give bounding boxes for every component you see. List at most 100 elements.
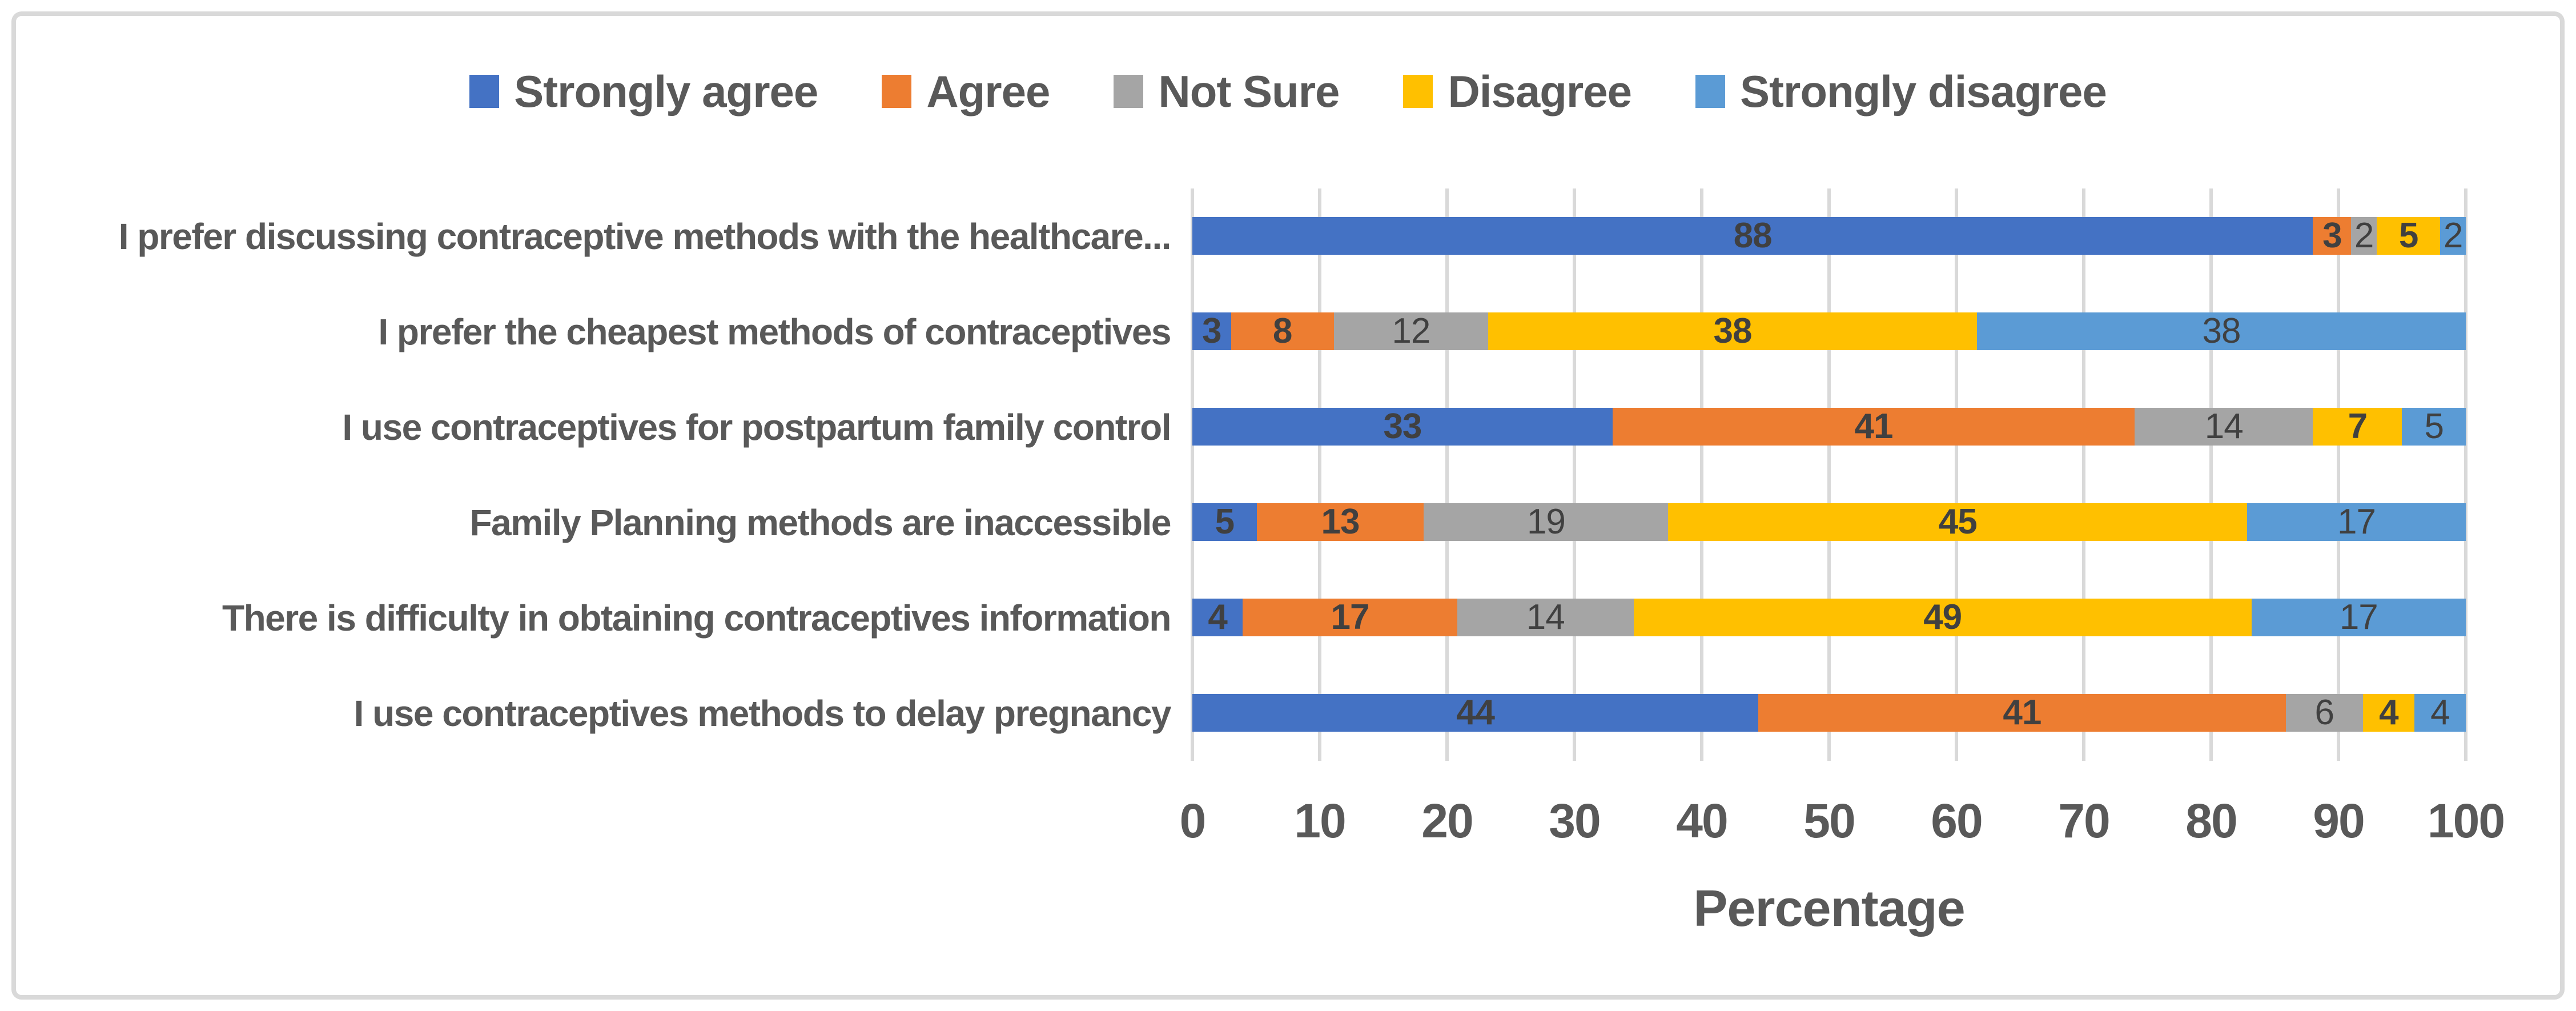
bar-segment: 13 [1256,502,1424,541]
category-label: I prefer discussing contraceptive method… [118,215,1172,257]
legend-item: Strongly agree [469,69,818,114]
bar-value-label: 38 [2202,311,2241,351]
gridline [2337,188,2340,761]
bar-value-label: 49 [1923,597,1962,637]
legend-item: Not Sure [1114,66,1340,117]
bar-segment: 19 [1424,502,1669,541]
bar-row: 33 41 14 7 5 [1192,379,2466,475]
bar-value-label: 12 [1392,311,1430,351]
bar-value-label: 2 [2354,216,2374,255]
x-tick-label: 20 [1421,794,1473,848]
bar-segment: 45 [1668,502,2248,541]
bar-segment: 38 [1977,312,2466,350]
bar-segment: 5 [2402,408,2466,446]
bar-value-label: 3 [1202,311,1221,351]
stacked-bar: 33 41 14 7 5 [1192,408,2466,446]
bar-segment: 14 [2135,408,2313,446]
stacked-bar: 44 41 6 4 4 [1192,694,2466,732]
bar-segment: 44 [1192,693,1759,732]
gridline [1445,188,1449,761]
bar-segment: 4 [2414,694,2466,732]
bar-row: 4 17 14 49 17 [1192,570,2466,665]
bar-value-label: 17 [2337,502,2376,541]
legend-item: Agree [882,69,1050,114]
x-axis-title: Percentage [1693,880,1965,937]
category-label: There is difficulty in obtaining contrac… [222,597,1172,639]
bar-value-label: 4 [2379,693,2398,732]
legend-item: Strongly disagree [1695,69,2107,114]
bar-segment: 8 [1231,312,1334,350]
bar-value-label: 4 [2430,693,2450,732]
bar-row: 88 3 2 5 2 [1192,188,2466,284]
bar-segment: 17 [2247,503,2466,541]
x-tick-label: 70 [2058,794,2110,848]
bar-value-label: 44 [1456,693,1495,732]
gridline [1955,188,1958,761]
bar-value-label: 88 [1733,216,1773,255]
bar-segment: 38 [1488,312,1977,350]
legend-swatch-icon [1695,75,1725,108]
bar-segment: 41 [1758,694,2286,732]
gridline [1573,188,1576,761]
gridline [1318,188,1321,761]
bar-segment: 3 [1192,312,1231,350]
bar-value-label: 6 [2314,693,2334,732]
x-tick-label: 10 [1294,794,1346,848]
category-axis: I prefer discussing contraceptive method… [29,188,1172,761]
gridline [2464,188,2468,761]
bar-segment: 14 [1457,599,1634,636]
bar-value-label: 2 [2443,216,2463,255]
bar-segment: 4 [1192,599,1243,636]
bar-value-label: 8 [1272,311,1292,351]
legend-label: Agree [926,66,1050,117]
bar-segment: 6 [2285,693,2363,732]
bar-value-label: 19 [1526,502,1566,541]
bar-segment: 12 [1333,311,1489,351]
gridline [2209,188,2213,761]
bar-value-label: 14 [2204,407,2244,446]
legend-swatch-icon [1114,75,1144,108]
bar-segment: 33 [1192,408,1613,446]
category-label: I use contraceptives for postpartum fami… [342,406,1171,448]
x-tick-label: 50 [1803,794,1855,848]
bar-segment: 4 [2362,693,2414,732]
gridline [1191,188,1194,761]
bar-segment: 2 [2440,217,2466,255]
stacked-bar: 4 17 14 49 17 [1192,599,2466,636]
bar-segment: 7 [2313,408,2402,446]
bar-row: 3 8 12 38 38 [1192,284,2466,379]
bar-value-label: 7 [2348,407,2368,446]
bar-value-label: 17 [2339,597,2378,637]
x-tick-label: 30 [1549,794,1601,848]
bar-segment: 5 [2376,216,2441,255]
bar-row: 5 13 19 45 17 [1192,475,2466,570]
x-tick-label: 40 [1676,794,1728,848]
bar-value-label: 5 [2398,216,2418,255]
bar-value-label: 5 [2424,407,2444,446]
bar-value-label: 41 [1854,407,1894,446]
bar-segment: 2 [2351,217,2377,255]
bar-value-label: 45 [1938,502,1978,541]
legend-item: Disagree [1403,69,1632,114]
x-tick-label: 0 [1179,794,1207,848]
legend-label: Not Sure [1158,66,1340,117]
bar-value-label: 13 [1321,502,1360,541]
bar-row: 44 41 6 4 4 [1192,665,2466,761]
stacked-bar: 88 3 2 5 2 [1192,217,2466,255]
bar-value-label: 14 [1526,597,1565,637]
bar-value-label: 33 [1383,407,1422,446]
bar-value-label: 5 [1215,502,1235,541]
bar-segment: 88 [1192,217,2313,255]
x-tick-label: 100 [2427,794,2505,848]
bar-value-label: 17 [1331,597,1370,637]
gridline [1827,188,1831,761]
bar-segment: 5 [1192,503,1257,541]
x-tick-label: 90 [2313,794,2365,848]
legend-swatch-icon [1403,75,1433,108]
bar-value-label: 4 [1208,597,1227,637]
x-tick-label: 80 [2185,794,2237,848]
bar-value-label: 38 [1713,311,1753,351]
stacked-bar: 5 13 19 45 17 [1192,503,2466,541]
category-label: Family Planning methods are inaccessible [469,502,1171,543]
